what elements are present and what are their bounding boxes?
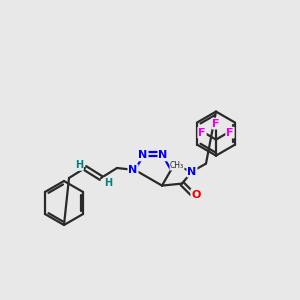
Text: H: H: [104, 178, 112, 188]
Text: H: H: [75, 160, 83, 170]
Text: N: N: [138, 150, 148, 161]
Text: F: F: [198, 128, 206, 138]
Text: N: N: [188, 167, 196, 177]
Text: O: O: [191, 190, 201, 200]
Text: N: N: [158, 150, 168, 161]
Text: F: F: [212, 118, 220, 129]
Text: F: F: [226, 128, 234, 138]
Text: CH₃: CH₃: [170, 161, 184, 170]
Text: N: N: [128, 165, 138, 175]
